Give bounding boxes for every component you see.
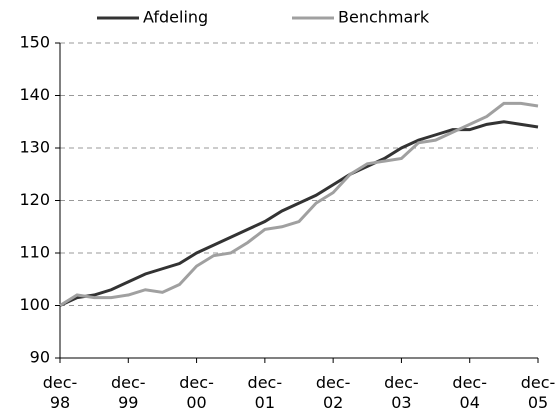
y-tick-label: 90 (30, 348, 50, 367)
y-tick-label: 140 (19, 85, 50, 104)
series-line (59, 120, 539, 307)
x-tick-label: dec-98 (42, 373, 78, 412)
x-tick-label: dec-00 (179, 373, 214, 412)
series-line (59, 101, 539, 307)
legend-label: Benchmark (338, 8, 430, 27)
x-tick-label: dec-03 (384, 373, 419, 412)
x-tick-label: dec-05 (520, 373, 556, 412)
legend-label: Afdeling (143, 8, 208, 27)
y-tick-label: 100 (19, 295, 50, 314)
y-tick-label: 120 (19, 190, 50, 209)
y-tick-label: 110 (19, 243, 50, 262)
y-tick-label: 130 (19, 138, 50, 157)
x-tick-label: dec-99 (110, 373, 146, 412)
y-tick-label: 150 (19, 33, 50, 52)
x-tick-label: dec-02 (315, 373, 351, 412)
x-tick-label: dec-04 (452, 373, 487, 412)
x-tick-label: dec-01 (247, 373, 283, 412)
